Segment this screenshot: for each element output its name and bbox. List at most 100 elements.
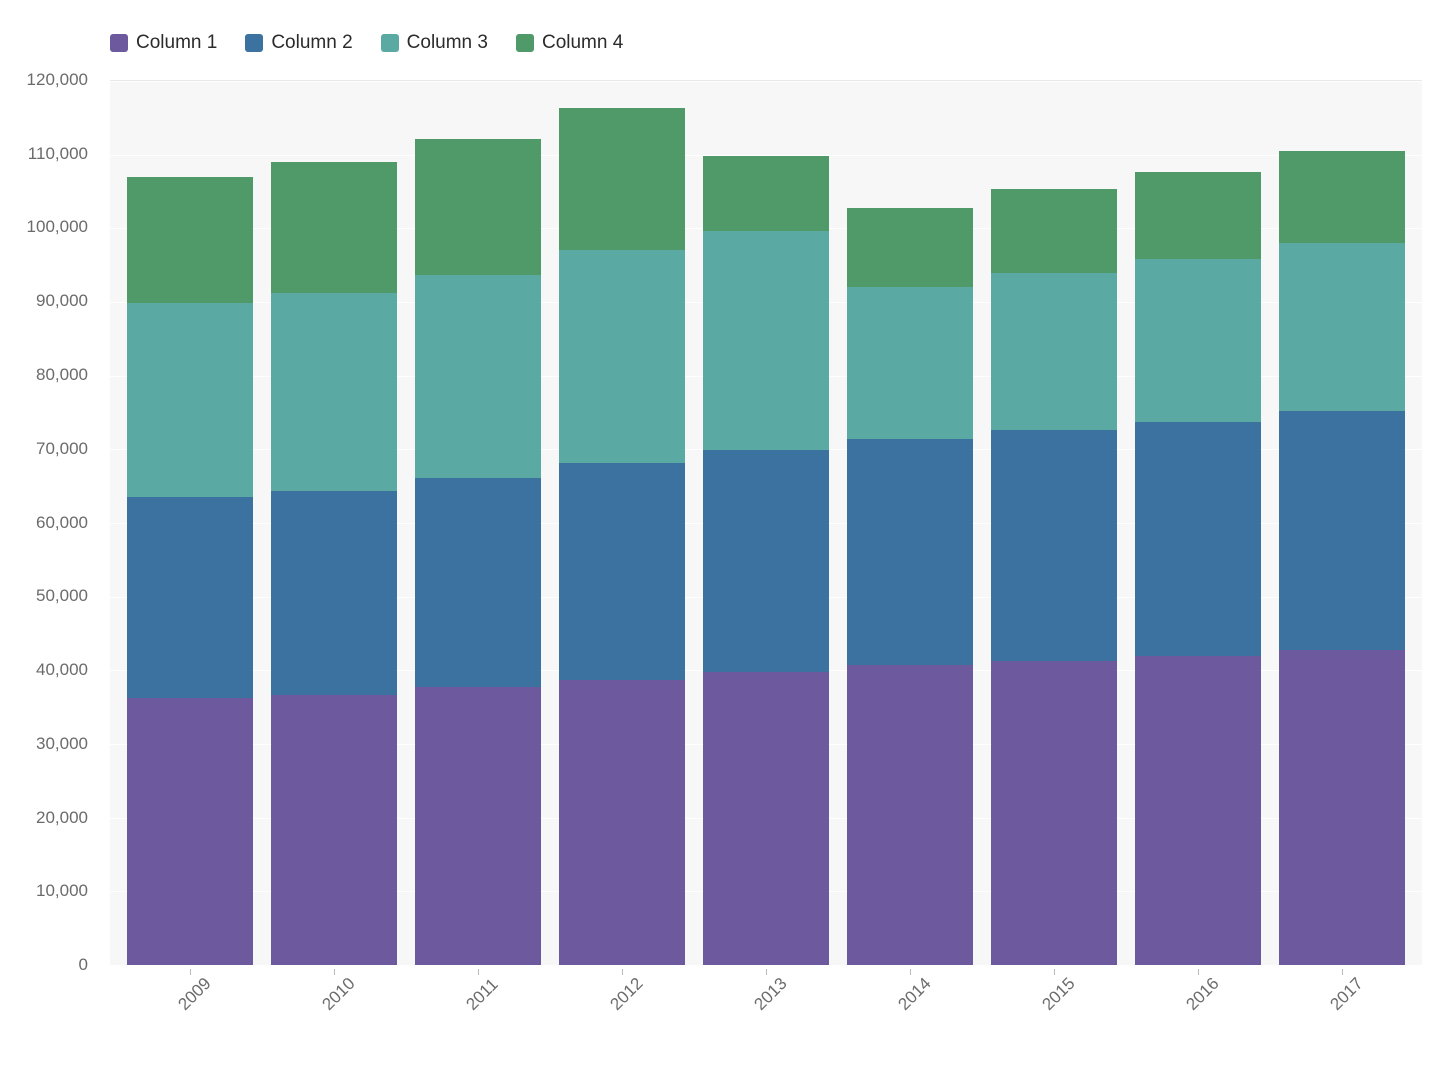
legend-swatch: [110, 34, 128, 52]
x-tick: [1198, 969, 1199, 975]
x-tick: [1054, 969, 1055, 975]
bar-segment-c2[interactable]: [127, 497, 252, 698]
bar-segment-c3[interactable]: [415, 275, 540, 478]
y-tick-label: 10,000: [0, 881, 88, 901]
bar-segment-c1[interactable]: [991, 661, 1116, 965]
x-label-slot: 2014: [838, 975, 982, 1080]
bar-2011[interactable]: [415, 81, 540, 965]
bar-segment-c2[interactable]: [271, 491, 396, 696]
x-label-slot: 2015: [982, 975, 1126, 1080]
legend-label: Column 4: [542, 32, 623, 54]
bar-2012[interactable]: [559, 81, 684, 965]
bar-segment-c2[interactable]: [559, 463, 684, 680]
bar-segment-c1[interactable]: [703, 672, 828, 965]
bar-segment-c1[interactable]: [847, 665, 972, 965]
bar-segment-c1[interactable]: [127, 698, 252, 965]
legend-item-c2[interactable]: Column 2: [245, 32, 352, 54]
x-tick-label: 2016: [1182, 974, 1223, 1015]
x-label-slot: 2017: [1270, 975, 1414, 1080]
bar-segment-c2[interactable]: [847, 439, 972, 665]
legend-item-c3[interactable]: Column 3: [381, 32, 488, 54]
bar-segment-c1[interactable]: [415, 687, 540, 965]
y-axis: 010,00020,00030,00040,00050,00060,00070,…: [0, 80, 100, 965]
bar-segment-c1[interactable]: [271, 695, 396, 965]
x-label-slot: 2016: [1126, 975, 1270, 1080]
bar-segment-c2[interactable]: [1279, 411, 1404, 650]
bar-2016[interactable]: [1135, 81, 1260, 965]
y-tick-label: 0: [0, 955, 88, 975]
chart-container: Column 1 Column 2 Column 3 Column 4 0 10,000…: [0, 0, 1452, 1080]
bar-2014[interactable]: [847, 81, 972, 965]
bar-segment-c4[interactable]: [127, 177, 252, 304]
bar-segment-c3[interactable]: [703, 231, 828, 451]
legend-swatch: [245, 34, 263, 52]
bar-slot: [838, 81, 982, 965]
bar-segment-c3[interactable]: [847, 287, 972, 439]
legend-swatch: [516, 34, 534, 52]
y-tick-label: 50,000: [0, 586, 88, 606]
x-tick: [190, 969, 191, 975]
bar-segment-c3[interactable]: [271, 293, 396, 490]
bar-segment-c4[interactable]: [559, 108, 684, 251]
bar-slot: [406, 81, 550, 965]
gridline: [110, 965, 1422, 966]
bar-segment-c4[interactable]: [1135, 172, 1260, 259]
x-axis: 2009 2010 2011 2012 2013 2014 2015 2016 2017: [110, 975, 1422, 1080]
bar-segment-c3[interactable]: [127, 303, 252, 497]
legend-label: Column 1: [136, 32, 217, 54]
bar-segment-c3[interactable]: [1135, 259, 1260, 422]
bar-slot: [1126, 81, 1270, 965]
bar-segment-c4[interactable]: [703, 156, 828, 230]
bar-segment-c4[interactable]: [847, 208, 972, 288]
bar-segment-c4[interactable]: [415, 139, 540, 275]
bar-segment-c3[interactable]: [991, 273, 1116, 431]
bar-segment-c2[interactable]: [415, 478, 540, 687]
y-tick-label: 20,000: [0, 808, 88, 828]
x-label-slot: 2009: [118, 975, 262, 1080]
bar-2010[interactable]: [271, 81, 396, 965]
x-label-slot: 2011: [406, 975, 550, 1080]
x-tick: [622, 969, 623, 975]
x-label-slot: 2013: [694, 975, 838, 1080]
bar-slot: [1270, 81, 1414, 965]
legend-item-c1[interactable]: Column 1: [110, 32, 217, 54]
x-tick-label: 2014: [894, 974, 935, 1015]
x-tick-label: 2017: [1326, 974, 1367, 1015]
bar-2009[interactable]: [127, 81, 252, 965]
y-tick-label: 100,000: [0, 217, 88, 237]
chart-legend: Column 1 Column 2 Column 3 Column 4: [30, 20, 1422, 74]
y-tick-label: 120,000: [0, 70, 88, 90]
bar-slot: [262, 81, 406, 965]
legend-item-c4[interactable]: Column 4: [516, 32, 623, 54]
bar-segment-c2[interactable]: [991, 430, 1116, 661]
legend-label: Column 2: [271, 32, 352, 54]
bar-slot: [694, 81, 838, 965]
bar-segment-c3[interactable]: [1279, 243, 1404, 411]
x-tick-label: 2011: [462, 975, 502, 1015]
bar-segment-c4[interactable]: [271, 162, 396, 293]
bar-segment-c2[interactable]: [1135, 422, 1260, 656]
bars-area: [110, 81, 1422, 965]
bar-segment-c1[interactable]: [1279, 650, 1404, 965]
bar-2015[interactable]: [991, 81, 1116, 965]
bar-segment-c1[interactable]: [559, 680, 684, 965]
bar-2017[interactable]: [1279, 81, 1404, 965]
bar-segment-c3[interactable]: [559, 250, 684, 462]
x-tick-label: 2012: [606, 974, 647, 1015]
bar-segment-c2[interactable]: [703, 450, 828, 672]
x-tick-label: 2013: [750, 974, 791, 1015]
y-tick-label: 80,000: [0, 365, 88, 385]
bar-segment-c4[interactable]: [991, 189, 1116, 273]
legend-label: Column 3: [407, 32, 488, 54]
y-tick-label: 30,000: [0, 734, 88, 754]
bar-2013[interactable]: [703, 81, 828, 965]
x-tick-label: 2010: [318, 974, 359, 1015]
x-label-slot: 2010: [262, 975, 406, 1080]
x-tick-label: 2015: [1038, 974, 1079, 1015]
bar-segment-c4[interactable]: [1279, 151, 1404, 243]
bar-slot: [118, 81, 262, 965]
y-tick-label: 60,000: [0, 513, 88, 533]
bar-segment-c1[interactable]: [1135, 656, 1260, 965]
x-label-slot: 2012: [550, 975, 694, 1080]
y-tick-label: 110,000: [0, 144, 88, 164]
